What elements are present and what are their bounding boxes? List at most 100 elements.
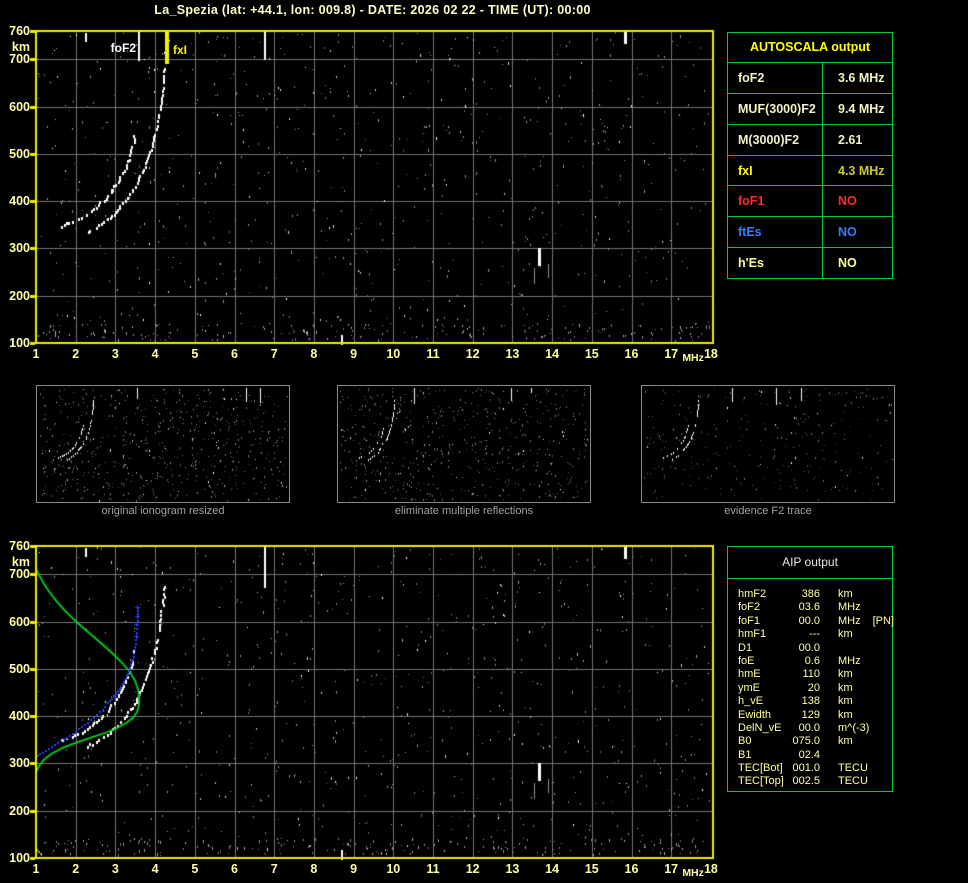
autoscala-row-foF2: foF2 3.6 MHz <box>728 63 892 94</box>
aip-row-foE: foE 0.6 MHz <box>738 655 892 668</box>
aip-row-label: Ewidth <box>738 708 772 721</box>
station-title: La_Spezia (lat: +44.1, lon: 009.8) - DAT… <box>154 3 591 17</box>
aip-row-value: 00.0 <box>798 614 820 627</box>
x-axis-label: 15 <box>584 862 599 876</box>
thumbnail-eliminate-reflections <box>337 385 591 503</box>
aip-table-title: AIP output <box>728 547 892 579</box>
aip-row-label: D1 <box>738 641 753 654</box>
y-axis-label: 400 <box>9 709 30 724</box>
aip-row-Ewidth: Ewidth 129 km <box>738 709 892 722</box>
x-axis-label: 17 <box>664 862 679 876</box>
x-axis-label: 4 <box>151 862 159 876</box>
aip-row-DelNvE: DelN_vE 00.0 m^(-3) <box>738 722 892 735</box>
aip-row-D1: D1 00.0 <box>738 642 892 655</box>
autoscala-row-MUF3000F2: MUF(3000)F2 9.4 MHz <box>728 93 892 125</box>
autoscala-table-rows: foF2 3.6 MHz MUF(3000)F2 9.4 MHz M(3000)F2 2.… <box>728 63 892 279</box>
aip-row-value: 138 <box>801 695 820 708</box>
x-axis-label: 12 <box>465 347 480 361</box>
aip-row-value: 00.0 <box>798 641 820 654</box>
thumbnail-original-canvas <box>37 386 289 502</box>
aip-row-extra: [PN] <box>872 614 895 627</box>
aip-row-value: 0.6 <box>804 654 820 667</box>
x-axis-label: 13 <box>505 862 520 876</box>
y-axis-label: 760 <box>9 24 30 38</box>
aip-row-value: 001.0 <box>792 762 820 775</box>
autoscala-row-label: h'Es <box>728 248 823 279</box>
aip-row-value: 03.6 <box>798 601 820 614</box>
x-axis-label: 10 <box>386 862 401 876</box>
aip-row-value: 075.0 <box>792 735 820 748</box>
x-axis-label: 12 <box>465 862 480 876</box>
autoscala-row-hEs: h'Es NO <box>728 248 892 279</box>
bottom-ionogram-canvas <box>27 542 717 864</box>
x-axis-label: 9 <box>350 862 358 876</box>
x-axis-label: 15 <box>584 347 599 361</box>
x-axis-label: 14 <box>545 347 560 361</box>
aip-row-unit: TECU <box>838 775 868 788</box>
thumbnail-caption-evidence: evidence F2 trace <box>724 505 812 517</box>
aip-row-label: foE <box>738 654 755 667</box>
aip-row-ymE: ymE 20 km <box>738 682 892 695</box>
x-axis-label: 6 <box>231 862 238 876</box>
autoscala-row-label: ftEs <box>728 217 823 248</box>
thumbnail-original-ionogram <box>36 385 290 503</box>
aip-row-value: 02.4 <box>798 748 820 761</box>
x-axis-label: 16 <box>624 347 639 361</box>
autoscala-row-label: fxI <box>728 155 823 186</box>
aip-row-value: --- <box>809 628 820 641</box>
aip-row-label: B0 <box>738 735 752 748</box>
thumbnail-evidence-f2 <box>641 385 895 503</box>
aip-row-label: ymE <box>738 681 760 694</box>
x-axis-label: 11 <box>426 862 440 876</box>
y-axis-label: 400 <box>9 194 30 209</box>
y-axis-label: 700 <box>9 567 30 582</box>
autoscala-row-ftEs: ftEs NO <box>728 217 892 249</box>
x-axis-label: 5 <box>191 347 199 361</box>
autoscala-row-label: foF1 <box>728 186 823 217</box>
aip-row-B0: B0 075.0 km <box>738 735 892 748</box>
x-axis-label: 6 <box>231 347 238 361</box>
autoscala-row-fxI: fxI 4.3 MHz <box>728 155 892 187</box>
aip-row-hmE: hmE 110 km <box>738 668 892 681</box>
aip-row-label: TEC[Bot] <box>738 762 783 775</box>
autoscala-row-M3000F2: M(3000)F2 2.61 <box>728 124 892 156</box>
y-axis-label: 300 <box>9 756 30 771</box>
aip-row-unit: MHz <box>838 601 861 614</box>
y-axis-label: 300 <box>9 241 30 256</box>
autoscala-row-label: foF2 <box>728 63 823 93</box>
y-axis-label: 500 <box>9 661 30 676</box>
aip-row-unit: km <box>838 735 853 748</box>
y-axis-label: 600 <box>9 99 30 114</box>
autoscala-row-value: 9.4 MHz <box>838 101 885 116</box>
aip-table: AIP output hmF2 386 km foF2 03.6 MHz foF1 00.0 M… <box>727 546 895 792</box>
aip-row-label: h_vE <box>738 695 764 708</box>
y-axis-label: 500 <box>9 146 30 161</box>
aip-row-label: foF2 <box>738 601 761 614</box>
x-axis-label: 14 <box>545 862 560 876</box>
y-axis-label: 200 <box>9 288 30 303</box>
x-axis-label: 11 <box>426 347 440 361</box>
x-axis-unit: MHz <box>682 867 704 879</box>
y-axis-label: 760 <box>9 539 30 553</box>
aip-row-hmF2: hmF2 386 km <box>738 588 892 601</box>
y-axis-label: 600 <box>9 614 30 629</box>
y-axis-label: 100 <box>9 336 30 350</box>
aip-row-label: TEC[Top] <box>738 775 784 788</box>
autoscala-row-value: NO <box>838 194 857 209</box>
y-axis-unit: km <box>11 555 30 569</box>
x-axis-label: 1 <box>32 862 40 876</box>
aip-row-label: hmE <box>738 668 761 681</box>
aip-row-hvE: h_vE 138 km <box>738 695 892 708</box>
thumbnail-evidence-canvas <box>642 386 894 502</box>
aip-row-unit: km <box>838 681 853 694</box>
x-axis-label: 5 <box>191 862 199 876</box>
autoscala-row-label: M(3000)F2 <box>728 124 823 155</box>
aip-row-unit: km <box>838 628 853 641</box>
aip-row-unit: km <box>838 668 853 681</box>
autoscala-row-foF1: foF1 NO <box>728 186 892 218</box>
aip-row-label: hmF1 <box>738 628 767 641</box>
aip-row-unit: km <box>838 708 853 721</box>
aip-row-value: 002.5 <box>792 775 820 788</box>
aip-row-label: foF1 <box>738 614 761 627</box>
aip-row-value: 129 <box>801 708 820 721</box>
